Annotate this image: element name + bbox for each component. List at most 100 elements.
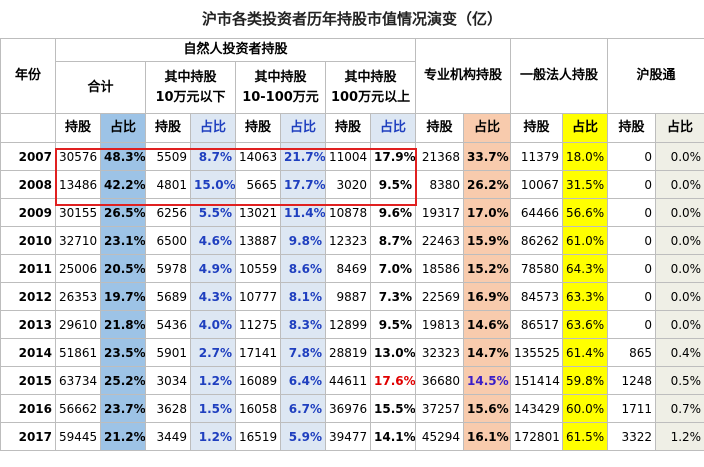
data-cell: 0.7% bbox=[655, 394, 704, 423]
data-cell: 8.1% bbox=[280, 282, 326, 311]
header-cell: 其中持股 10万元以下 bbox=[145, 61, 236, 114]
data-cell: 15.0% bbox=[190, 170, 236, 199]
data-cell: 15.6% bbox=[463, 394, 512, 423]
data-cell: 0 bbox=[607, 198, 657, 227]
header-cell: 占比 bbox=[369, 113, 417, 143]
year-cell: 2017 bbox=[0, 422, 56, 451]
table-row: 2007 30576 48.3% 5509 8.7% 14063 21.7% 11004 17.… bbox=[0, 142, 704, 171]
header-cell: 占比 bbox=[100, 113, 146, 143]
data-cell: 9.6% bbox=[369, 198, 417, 227]
table-row: 2017 59445 21.2% 3449 1.2% 16519 5.9% 39477 14.1… bbox=[0, 422, 704, 451]
data-cell: 0.0% bbox=[655, 310, 704, 339]
year-cell: 2010 bbox=[0, 226, 56, 255]
data-cell: 21.2% bbox=[100, 422, 146, 451]
header-cell: 一般法人持股 bbox=[510, 38, 609, 114]
data-table: 年份 自然人投资者持股 专业机构持股 一般法人持股 沪股通 合计 其中持股 10… bbox=[0, 38, 704, 451]
year-cell: 2011 bbox=[0, 254, 56, 283]
data-cell: 9.5% bbox=[369, 170, 417, 199]
data-cell: 61.0% bbox=[562, 226, 609, 255]
data-cell: 172801 bbox=[510, 422, 564, 451]
data-cell: 48.3% bbox=[100, 142, 146, 171]
data-cell: 11004 bbox=[325, 142, 371, 171]
header-cell: 合计 bbox=[55, 61, 146, 114]
header-cell: 持股 bbox=[145, 113, 191, 143]
data-cell: 10878 bbox=[325, 198, 371, 227]
data-cell: 0 bbox=[607, 226, 657, 255]
data-cell: 1.2% bbox=[190, 422, 236, 451]
header-cell: 持股 bbox=[55, 113, 101, 143]
data-cell: 21368 bbox=[415, 142, 465, 171]
data-cell: 86517 bbox=[510, 310, 564, 339]
data-cell: 14063 bbox=[235, 142, 281, 171]
data-cell: 18.0% bbox=[562, 142, 609, 171]
data-cell: 59.8% bbox=[562, 366, 609, 395]
data-cell: 5901 bbox=[145, 338, 191, 367]
data-cell: 28819 bbox=[325, 338, 371, 367]
data-cell: 37257 bbox=[415, 394, 465, 423]
data-cell: 36976 bbox=[325, 394, 371, 423]
data-cell: 1248 bbox=[607, 366, 657, 395]
data-cell: 4.9% bbox=[190, 254, 236, 283]
data-cell: 13887 bbox=[235, 226, 281, 255]
data-cell: 17.6% bbox=[369, 366, 417, 395]
data-cell: 9.5% bbox=[369, 310, 417, 339]
data-cell: 5509 bbox=[145, 142, 191, 171]
data-cell: 13486 bbox=[55, 170, 101, 199]
data-cell: 1711 bbox=[607, 394, 657, 423]
header-cell: 持股 bbox=[510, 113, 564, 143]
data-cell: 0 bbox=[607, 254, 657, 283]
data-cell: 10777 bbox=[235, 282, 281, 311]
data-cell: 14.6% bbox=[463, 310, 512, 339]
header-cell: 持股 bbox=[607, 113, 657, 143]
data-cell: 7.0% bbox=[369, 254, 417, 283]
header-cell: 占比 bbox=[655, 113, 704, 143]
data-cell: 19317 bbox=[415, 198, 465, 227]
data-cell: 64466 bbox=[510, 198, 564, 227]
header-cell: 年份 bbox=[0, 38, 56, 114]
data-cell: 17.0% bbox=[463, 198, 512, 227]
data-cell: 10067 bbox=[510, 170, 564, 199]
year-cell: 2009 bbox=[0, 198, 56, 227]
data-cell: 32323 bbox=[415, 338, 465, 367]
header-cell: 占比 bbox=[280, 113, 326, 143]
data-cell: 63734 bbox=[55, 366, 101, 395]
data-cell: 11379 bbox=[510, 142, 564, 171]
data-cell: 4.3% bbox=[190, 282, 236, 311]
data-cell: 14.1% bbox=[369, 422, 417, 451]
data-cell: 64.3% bbox=[562, 254, 609, 283]
data-cell: 17141 bbox=[235, 338, 281, 367]
data-cell: 11.4% bbox=[280, 198, 326, 227]
data-cell: 8.7% bbox=[190, 142, 236, 171]
data-cell: 3034 bbox=[145, 366, 191, 395]
table-row: 2010 32710 23.1% 6500 4.6% 13887 9.8% 12323 8.7%… bbox=[0, 226, 704, 255]
table-row: 2016 56662 23.7% 3628 1.5% 16058 6.7% 36976 15.5… bbox=[0, 394, 704, 423]
year-cell: 2016 bbox=[0, 394, 56, 423]
data-cell: 865 bbox=[607, 338, 657, 367]
year-cell: 2007 bbox=[0, 142, 56, 171]
data-cell: 0 bbox=[607, 310, 657, 339]
data-cell: 0.0% bbox=[655, 226, 704, 255]
data-cell: 31.5% bbox=[562, 170, 609, 199]
data-cell: 8380 bbox=[415, 170, 465, 199]
data-cell: 1.5% bbox=[190, 394, 236, 423]
data-cell: 44611 bbox=[325, 366, 371, 395]
data-cell: 135525 bbox=[510, 338, 564, 367]
data-cell: 16.1% bbox=[463, 422, 512, 451]
data-cell: 0 bbox=[607, 282, 657, 311]
data-cell: 20.5% bbox=[100, 254, 146, 283]
table-title: 沪市各类投资者历年持股市值情况演变（亿） bbox=[201, 10, 502, 28]
table-row: 2009 30155 26.5% 6256 5.5% 13021 11.4% 10878 9.6… bbox=[0, 198, 704, 227]
data-cell: 0.0% bbox=[655, 142, 704, 171]
data-cell: 36680 bbox=[415, 366, 465, 395]
data-cell: 3449 bbox=[145, 422, 191, 451]
data-cell: 2.7% bbox=[190, 338, 236, 367]
data-cell: 23.5% bbox=[100, 338, 146, 367]
data-cell: 143429 bbox=[510, 394, 564, 423]
data-cell: 26.5% bbox=[100, 198, 146, 227]
year-cell: 2008 bbox=[0, 170, 56, 199]
header-cell: 占比 bbox=[190, 113, 236, 143]
data-cell: 6.4% bbox=[280, 366, 326, 395]
header-cell: 其中持股 10-100万元 bbox=[235, 61, 326, 114]
table-row: 2012 26353 19.7% 5689 4.3% 10777 8.1% 9887 7.3% 2… bbox=[0, 282, 704, 311]
data-cell: 33.7% bbox=[463, 142, 512, 171]
